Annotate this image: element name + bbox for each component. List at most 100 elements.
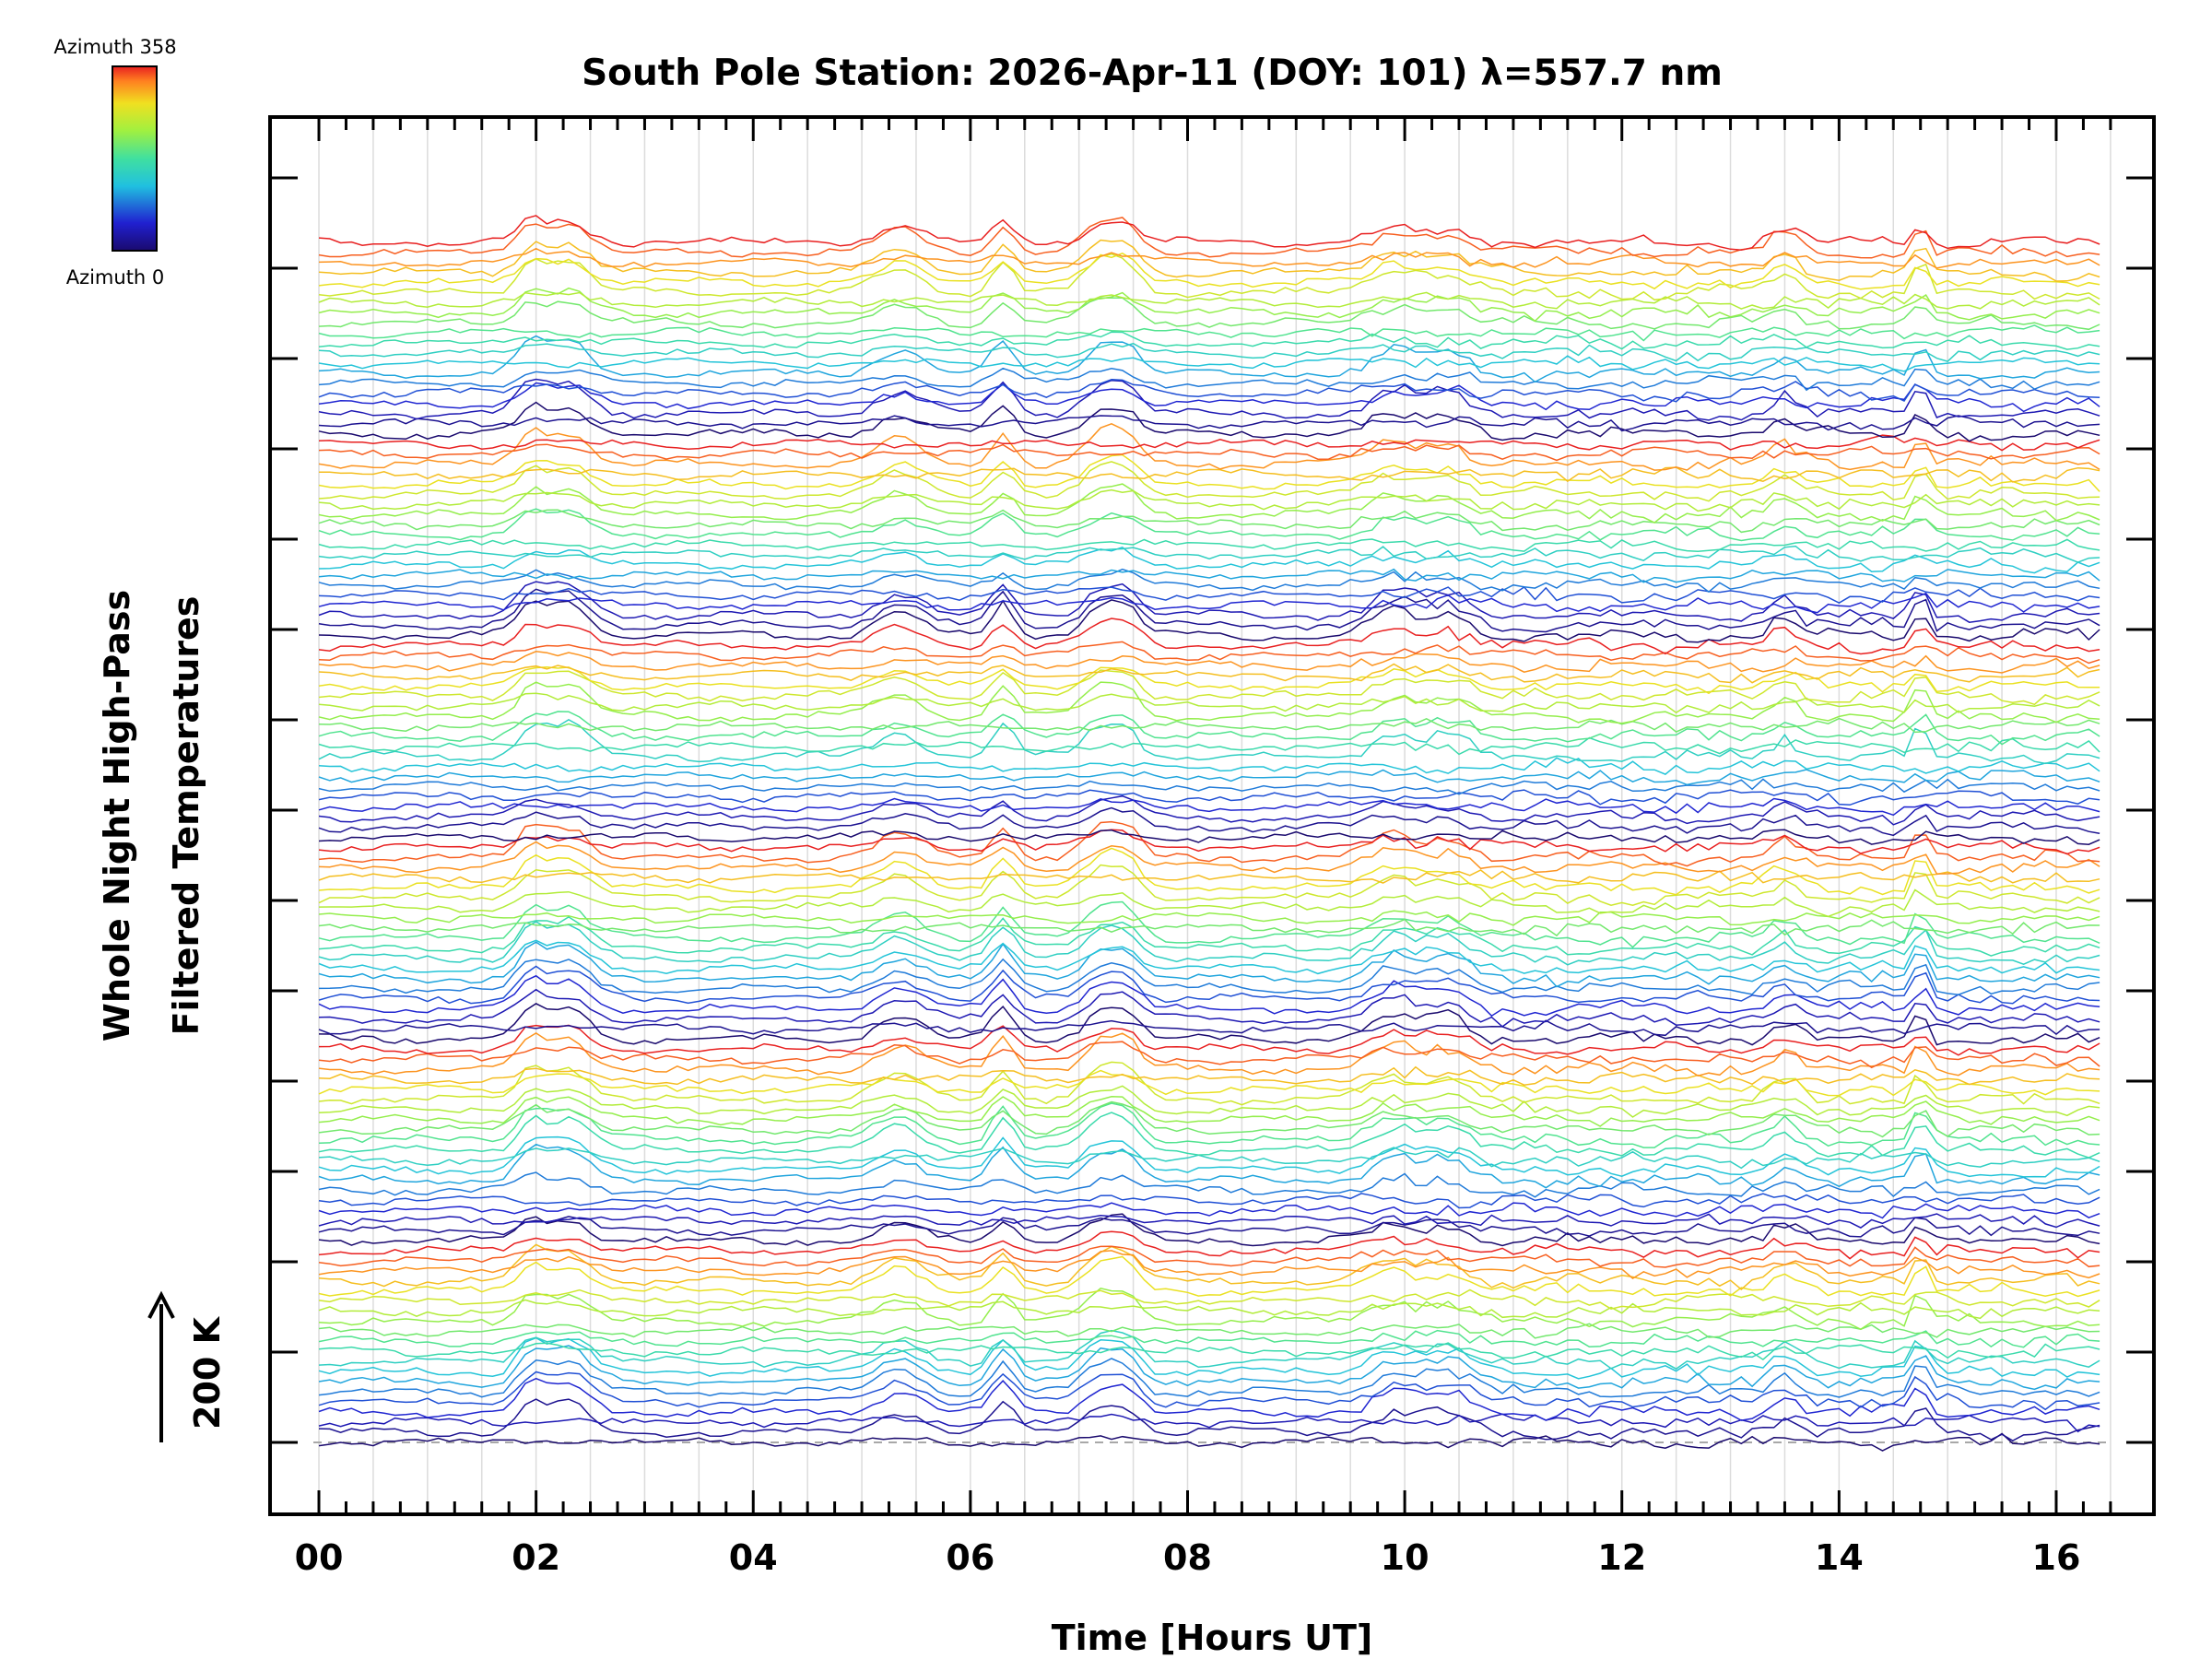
temperature-trace — [318, 568, 2100, 594]
temperature-trace — [318, 1061, 2100, 1106]
temperature-trace — [318, 1065, 2100, 1086]
temperature-trace — [318, 719, 2100, 765]
temperature-trace — [318, 1371, 2100, 1411]
temperature-trace — [318, 215, 2100, 252]
temperature-trace — [318, 806, 2100, 837]
temperature-trace — [318, 1245, 2100, 1268]
temperature-trace — [318, 797, 2100, 817]
temperature-trace — [318, 247, 2100, 269]
temperature-trace — [318, 1135, 2100, 1178]
chart-title: South Pole Station: 2026-Apr-11 (DOY: 10… — [582, 53, 1723, 94]
temperature-trace — [318, 1398, 2100, 1442]
temperature-trace — [318, 958, 2100, 995]
temperature-trace — [318, 1096, 2100, 1127]
temperature-trace — [318, 669, 2100, 706]
temperature-trace — [318, 324, 2100, 342]
temperature-trace — [318, 434, 2100, 452]
temperature-trace — [318, 367, 2100, 392]
temperature-trace — [318, 757, 2100, 775]
temperature-trace — [318, 239, 2100, 282]
x-tick-label: 10 — [1381, 1537, 1430, 1578]
temperature-trace — [318, 663, 2100, 684]
temperature-trace — [318, 599, 2100, 643]
temperature-trace — [318, 692, 2100, 714]
temperature-trace — [318, 1329, 2100, 1348]
temperature-trace — [318, 618, 2100, 655]
temperature-trace — [318, 335, 2100, 383]
temperature-trace — [318, 974, 2100, 1018]
temperature-trace — [318, 252, 2100, 290]
temperature-trace — [318, 453, 2100, 492]
temperature-trace — [318, 1323, 2100, 1339]
temperature-trace — [318, 1377, 2100, 1421]
x-tick-labels: 00 02 04 06 08 10 12 14 16 — [295, 1537, 2081, 1578]
temperature-trace — [318, 717, 2100, 734]
temperature-trace — [318, 651, 2100, 674]
temperature-trace — [318, 1003, 2100, 1046]
temperature-trace — [318, 829, 2100, 855]
y-axis-label: Whole Night High-Pass Filtered Temperatu… — [97, 590, 206, 1041]
temperature-trace — [318, 488, 2100, 512]
colorbar-top-label: Azimuth 358 — [53, 36, 176, 58]
temperature-trace — [318, 921, 2100, 966]
colorbar-bottom-label: Azimuth 0 — [66, 266, 165, 288]
temperature-trace — [318, 1250, 2100, 1280]
x-tick-label: 06 — [946, 1537, 994, 1578]
temperature-trace — [318, 586, 2100, 605]
temperature-trace — [318, 545, 2100, 563]
temperature-trace — [318, 1299, 2100, 1320]
temperature-trace — [318, 769, 2100, 786]
temperature-trace — [318, 461, 2100, 502]
x-tick-label: 12 — [1597, 1537, 1646, 1578]
temperature-trace — [318, 829, 2100, 845]
temperature-trace — [318, 1336, 2100, 1380]
temperature-traces — [318, 215, 2100, 1452]
temperature-trace — [318, 1112, 2100, 1159]
temperature-trace — [318, 1032, 2100, 1077]
y-axis-label-line1: Whole Night High-Pass — [97, 590, 137, 1041]
temperature-trace — [318, 1193, 2100, 1209]
temperature-trace — [318, 1100, 2100, 1138]
temperature-trace — [318, 291, 2100, 310]
temperature-trace — [318, 1202, 2100, 1219]
temperature-trace — [318, 1143, 2100, 1189]
temperature-trace — [318, 864, 2100, 906]
temperature-trace — [318, 1342, 2100, 1361]
temperature-trace — [318, 342, 2100, 362]
temperature-trace — [318, 378, 2100, 421]
temperature-trace — [318, 965, 2100, 1005]
x-tick-label: 14 — [1815, 1537, 1864, 1578]
temperature-trace — [318, 820, 2100, 867]
temperature-trace — [318, 736, 2100, 756]
temperature-trace — [318, 1019, 2100, 1037]
temperature-trace — [318, 538, 2100, 552]
temperature-trace — [318, 1432, 2100, 1452]
temperature-trace — [318, 1345, 2100, 1391]
temperature-trace — [318, 355, 2100, 372]
y-axis-label-line2: Filtered Temperatures — [166, 596, 206, 1036]
temperature-trace — [318, 641, 2100, 665]
temperature-trace — [318, 778, 2100, 795]
x-axis-label: Time [Hours UT] — [1052, 1618, 1373, 1658]
temperature-trace — [318, 508, 2100, 542]
temperature-trace — [318, 1024, 2100, 1056]
axis-ticks — [270, 117, 2154, 1514]
temperature-trace — [318, 217, 2100, 259]
temperature-trace — [318, 592, 2100, 614]
temperature-trace — [318, 415, 2100, 432]
scale-indicator: 200 K — [147, 1290, 228, 1442]
temperature-trace — [318, 941, 2100, 988]
temperature-trace — [318, 916, 2100, 957]
temperature-trace — [318, 331, 2100, 350]
temperature-trace — [318, 789, 2100, 806]
temperature-trace — [318, 1213, 2100, 1229]
temperature-trace — [318, 568, 2100, 583]
colorbar-gradient — [112, 65, 158, 252]
plot-frame — [268, 115, 2156, 1516]
x-tick-label: 00 — [295, 1537, 344, 1578]
temperature-trace — [318, 939, 2100, 975]
temperature-trace — [318, 847, 2100, 896]
temperature-trace — [318, 546, 2100, 574]
scale-arrow-head-icon — [147, 1290, 175, 1319]
